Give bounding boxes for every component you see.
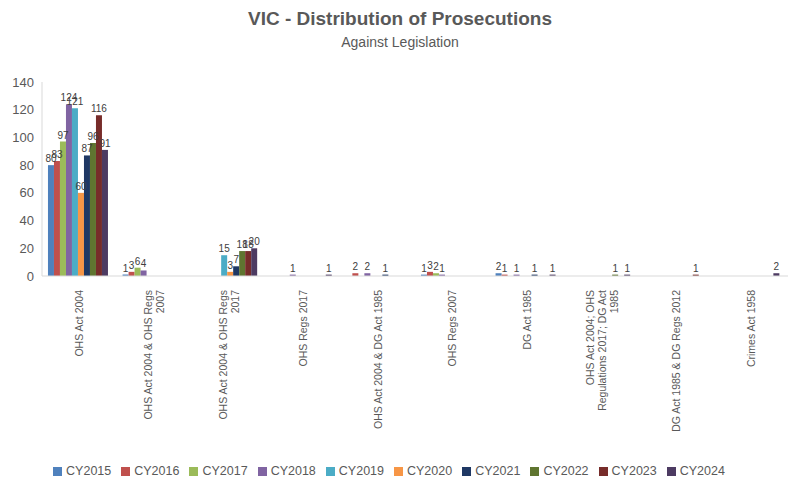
svg-text:140: 140: [12, 75, 34, 90]
svg-text:1: 1: [624, 263, 630, 274]
svg-text:1: 1: [122, 262, 129, 274]
svg-text:6: 6: [134, 255, 141, 267]
svg-text:3: 3: [427, 259, 433, 271]
svg-text:Regulations 2017; DG Act: Regulations 2017; DG Act: [596, 290, 608, 411]
html-text:CY2021: CY2021: [475, 464, 521, 478]
svg-text:80: 80: [20, 158, 34, 173]
svg-text:116: 116: [91, 103, 107, 114]
svg-text:1: 1: [612, 263, 618, 274]
svg-text:2: 2: [433, 261, 439, 273]
svg-text:1: 1: [439, 263, 445, 274]
svg-text:60: 60: [75, 181, 87, 192]
svg-text:1: 1: [532, 263, 538, 274]
svg-text:DG Act 1985 & DG Regs 2012: DG Act 1985 & DG Regs 2012: [670, 290, 682, 432]
svg-text:OHS Act 2004: OHS Act 2004: [73, 290, 85, 357]
html-text:VIC - Distribution of Prosecut: VIC - Distribution of Prosecutions: [248, 8, 552, 29]
svg-text:20: 20: [20, 241, 34, 256]
svg-text:96: 96: [87, 131, 99, 142]
svg-text:1: 1: [326, 263, 332, 274]
svg-text:83: 83: [51, 149, 63, 160]
svg-text:87: 87: [81, 143, 93, 154]
svg-text:1: 1: [290, 263, 296, 274]
svg-text:2: 2: [365, 261, 371, 272]
svg-text:120: 120: [12, 102, 34, 117]
html-text:CY2017: CY2017: [202, 464, 248, 478]
svg-text:1: 1: [421, 262, 427, 274]
svg-text:OHS Act 2004; OHS: OHS Act 2004; OHS: [584, 290, 596, 385]
svg-text:2007: 2007: [154, 290, 166, 314]
svg-text:OHS Act 2004 & OHS Regs: OHS Act 2004 & OHS Regs: [142, 290, 154, 420]
svg-text:20: 20: [249, 236, 261, 247]
html-text:CY2016: CY2016: [134, 464, 180, 478]
html-text:CY2023: CY2023: [611, 464, 657, 478]
svg-text:DG Act 1985: DG Act 1985: [521, 290, 533, 350]
svg-text:OHS Regs 2017: OHS Regs 2017: [297, 290, 309, 367]
svg-text:4: 4: [141, 258, 147, 269]
svg-text:7: 7: [233, 254, 239, 265]
svg-text:Crimes Act 1958: Crimes Act 1958: [745, 290, 757, 367]
svg-text:40: 40: [20, 213, 34, 228]
svg-text:60: 60: [20, 185, 34, 200]
svg-text:3: 3: [128, 259, 135, 271]
svg-text:OHS Act 2004 & OHS Regs: OHS Act 2004 & OHS Regs: [217, 290, 229, 420]
svg-text:0: 0: [27, 269, 34, 284]
svg-text:1: 1: [550, 263, 556, 274]
svg-text:121: 121: [67, 96, 84, 107]
svg-text:2: 2: [495, 261, 502, 273]
html-text:Against Legislation: Against Legislation: [341, 34, 459, 50]
html-text:CY2019: CY2019: [338, 464, 384, 478]
svg-text:2017: 2017: [229, 290, 241, 314]
svg-text:15: 15: [219, 243, 231, 254]
svg-text:100: 100: [12, 130, 34, 145]
html-text:CY2024: CY2024: [679, 464, 725, 478]
svg-text:3: 3: [227, 259, 233, 271]
svg-text:OHS Act 2004 & DG Act 1985: OHS Act 2004 & DG Act 1985: [372, 290, 384, 429]
svg-text:2: 2: [353, 261, 359, 272]
svg-text:1: 1: [514, 263, 520, 274]
svg-text:91: 91: [99, 138, 111, 149]
svg-text:1: 1: [383, 263, 389, 274]
svg-text:1: 1: [693, 263, 699, 274]
svg-text:97: 97: [57, 130, 69, 141]
html-text:CY2020: CY2020: [407, 464, 453, 478]
html-text:CY2015: CY2015: [66, 464, 112, 478]
svg-text:2: 2: [774, 261, 780, 272]
html-text:CY2022: CY2022: [543, 464, 589, 478]
svg-text:1: 1: [502, 263, 508, 274]
svg-text:1985: 1985: [608, 290, 620, 314]
html-text:CY2018: CY2018: [270, 464, 316, 478]
svg-text:OHS Regs 2007: OHS Regs 2007: [446, 290, 458, 367]
